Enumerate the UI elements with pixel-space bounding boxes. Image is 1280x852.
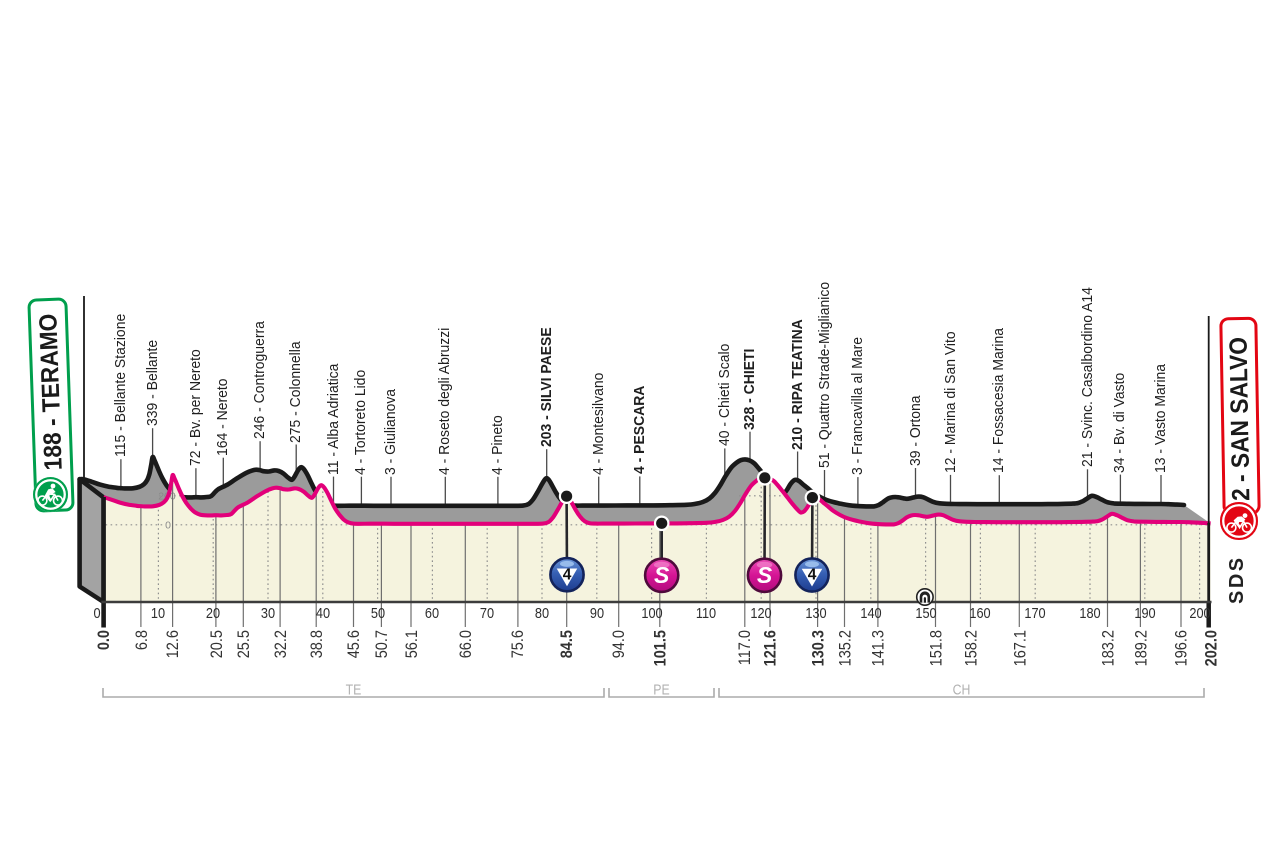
svg-text:S: S — [654, 562, 670, 588]
svg-text:4: 4 — [563, 566, 572, 583]
svg-text:4: 4 — [808, 567, 817, 584]
svg-text:S: S — [757, 562, 773, 588]
svg-text:PE: PE — [653, 682, 669, 698]
svg-text:CH: CH — [953, 682, 971, 698]
svg-text:TE: TE — [346, 682, 362, 698]
svg-text:0: 0 — [165, 519, 171, 531]
